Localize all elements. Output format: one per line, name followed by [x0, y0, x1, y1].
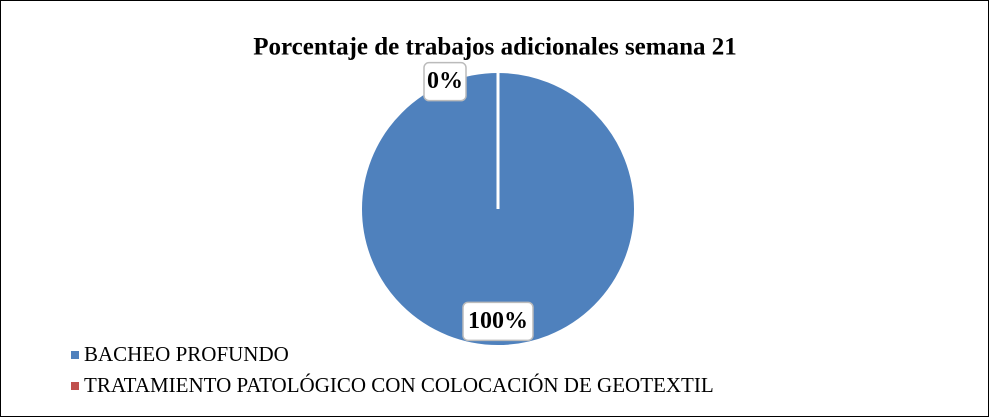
chart-title: Porcentaje de trabajos adicionales seman…	[253, 34, 737, 61]
data-label: 0%	[427, 68, 463, 94]
data-label-box	[423, 61, 467, 102]
legend-label: BACHEO PROFUNDO	[84, 342, 289, 366]
data-label: 100%	[468, 308, 528, 334]
legend-label: TRATAMIENTO PATOLÓGICO CON COLOCACIÓN DE…	[84, 373, 714, 397]
legend-swatch	[71, 351, 79, 359]
data-label-box	[462, 301, 534, 342]
legend-swatch	[71, 382, 79, 390]
